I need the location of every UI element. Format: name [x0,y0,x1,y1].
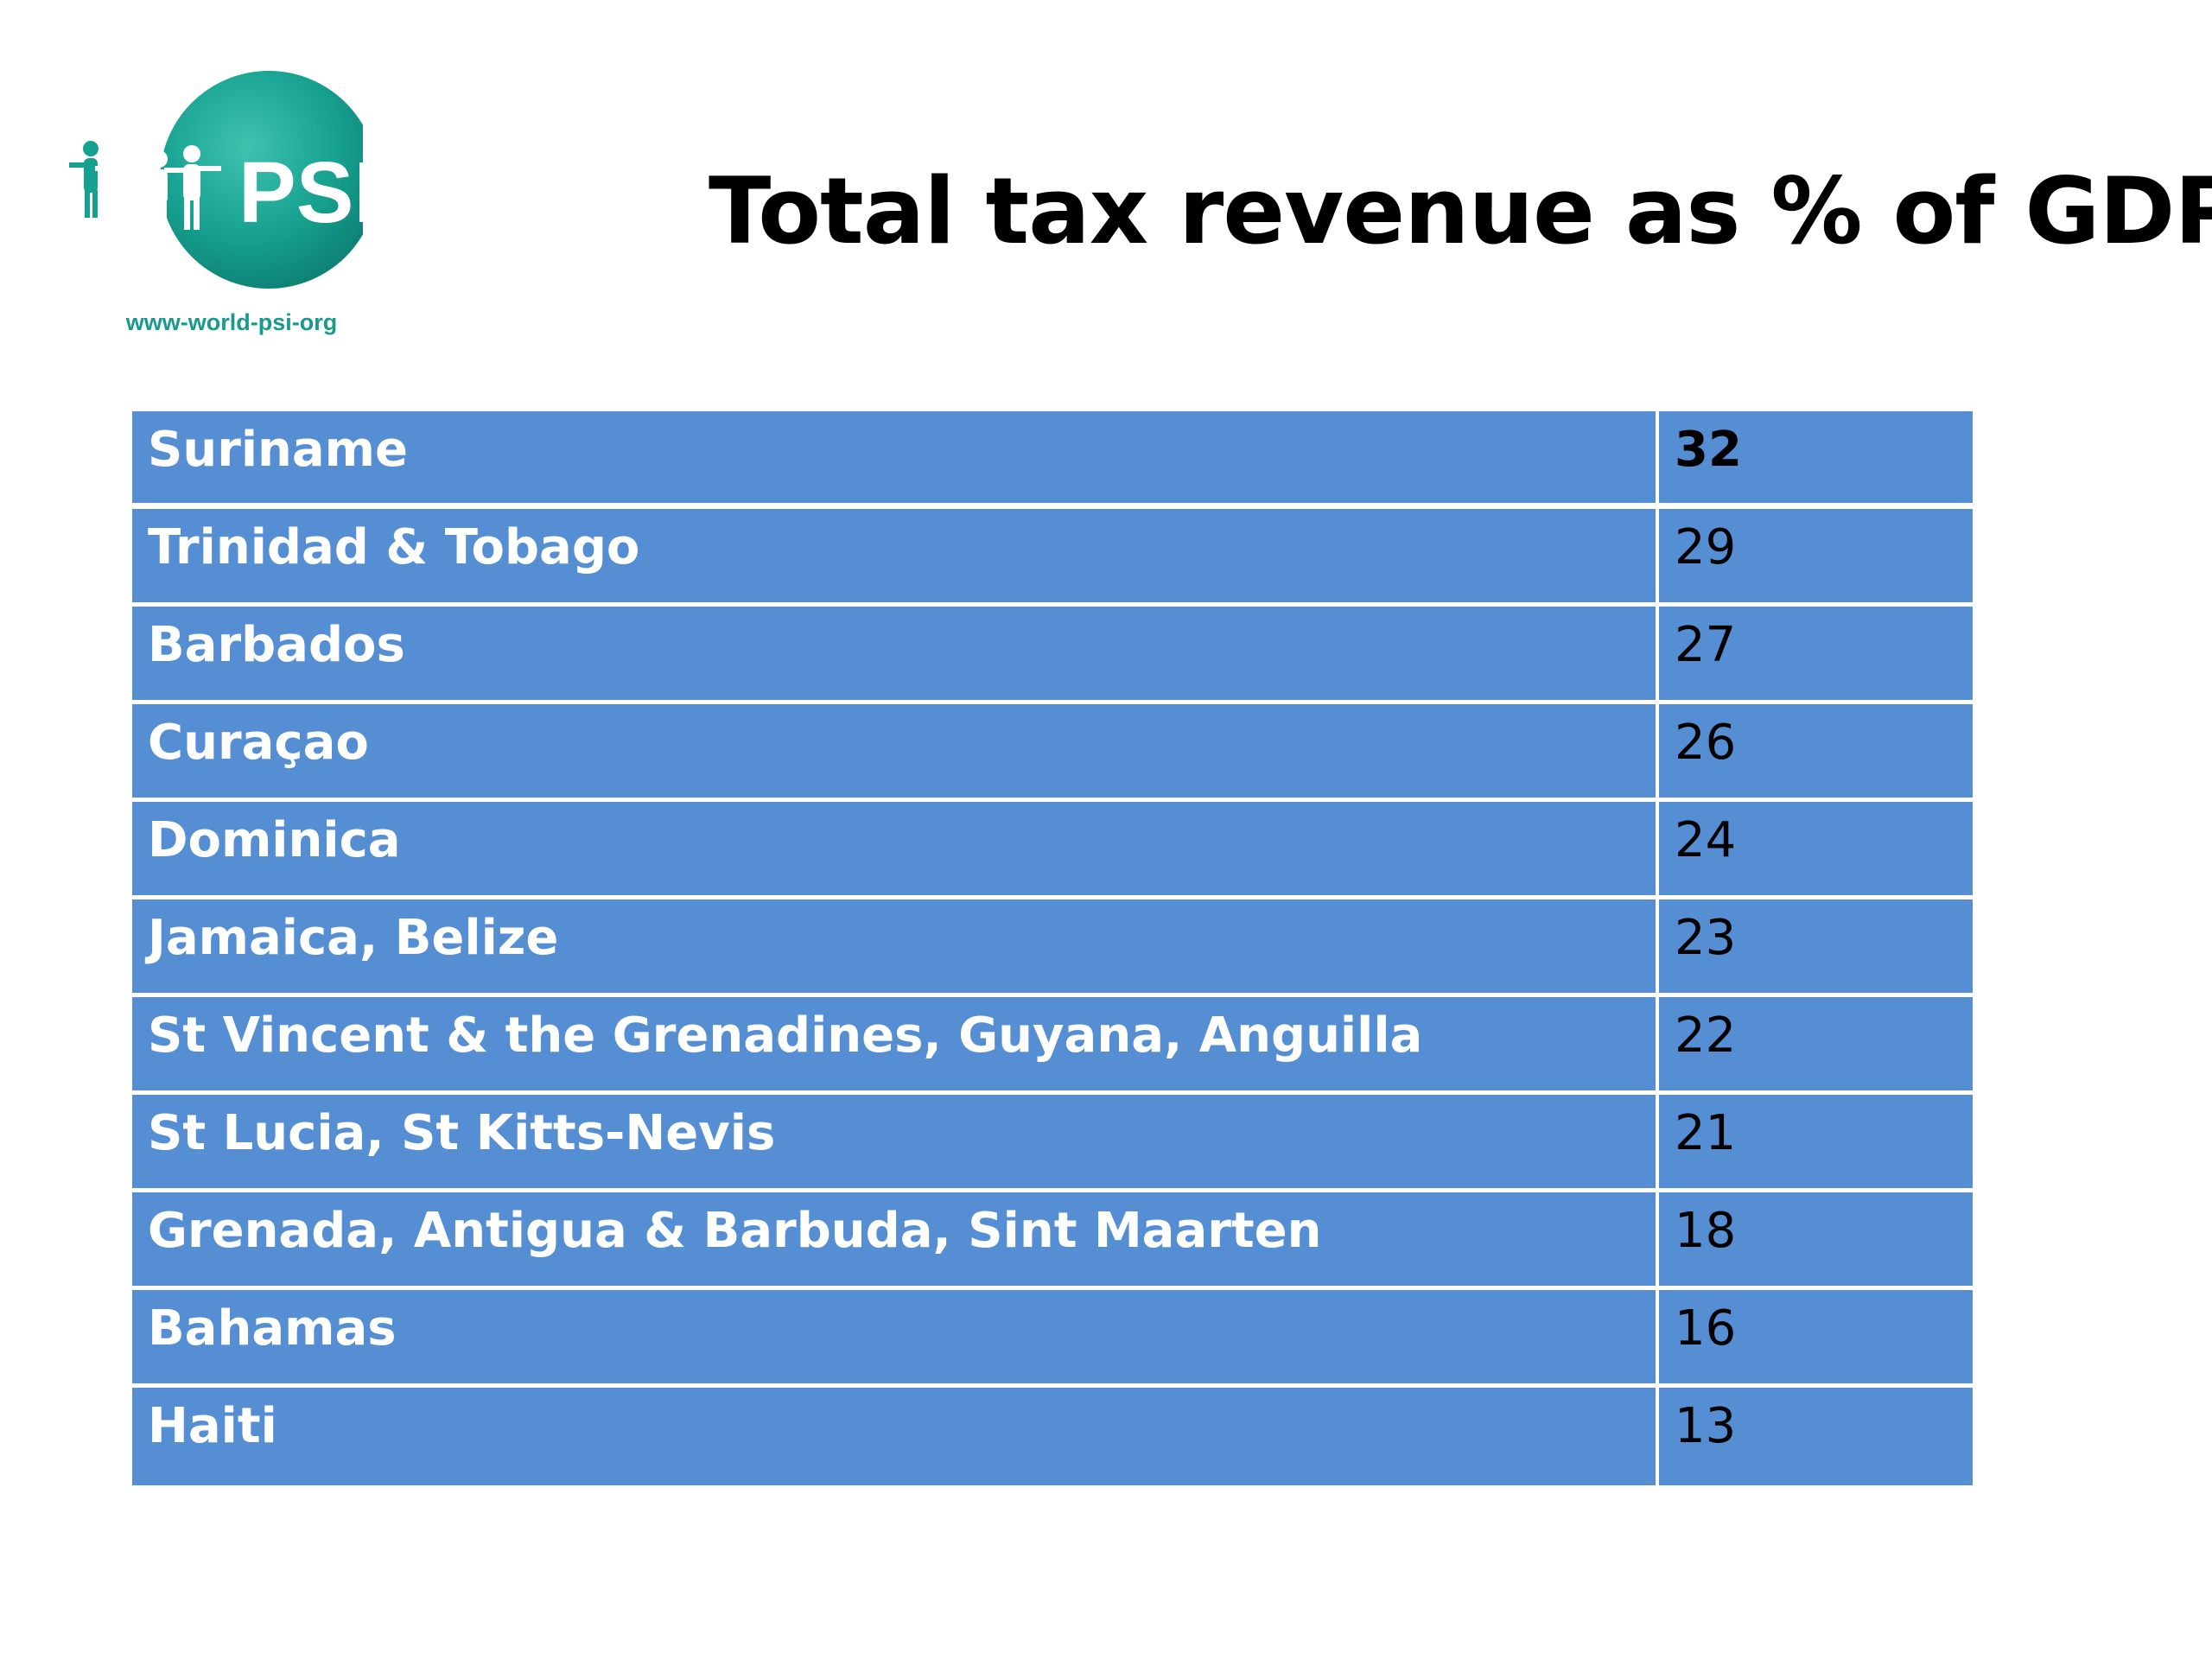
table-row: Dominica 24 [132,802,1973,899]
tax-revenue-table: Suriname 32 Trinidad & Tobago 29 Barbado… [132,411,1973,1485]
table-row: Jamaica, Belize 23 [132,899,1973,997]
country-cell: St Lucia, St Kitts-Nevis [132,1095,1659,1192]
table-row: Barbados 27 [132,607,1973,704]
country-cell: Suriname [132,411,1659,509]
value-cell: 27 [1659,607,1973,704]
value-cell: 18 [1659,1192,1973,1290]
psi-logo: PSI www-world-psi-org [69,69,363,346]
table-row: Suriname 32 [132,411,1973,509]
value-cell: 22 [1659,997,1973,1095]
country-cell: St Vincent & the Grenadines, Guyana, Ang… [132,997,1659,1095]
page-title: Total tax revenue as % of GDP [709,158,2212,264]
table-row: Trinidad & Tobago 29 [132,509,1973,607]
value-cell: 24 [1659,802,1973,899]
logo-url: www-world-psi-org [125,309,338,335]
country-cell: Trinidad & Tobago [132,509,1659,607]
country-cell: Grenada, Antigua & Barbuda, Sint Maarten [132,1192,1659,1290]
value-cell: 32 [1659,411,1973,509]
table-row: St Vincent & the Grenadines, Guyana, Ang… [132,997,1973,1095]
value-cell: 29 [1659,509,1973,607]
value-cell: 26 [1659,704,1973,802]
country-cell: Barbados [132,607,1659,704]
country-cell: Dominica [132,802,1659,899]
country-cell: Bahamas [132,1290,1659,1388]
table-row: Grenada, Antigua & Barbuda, Sint Maarten… [132,1192,1973,1290]
table-row: St Lucia, St Kitts-Nevis 21 [132,1095,1973,1192]
psi-logo-text: PSI [238,144,363,241]
value-cell: 21 [1659,1095,1973,1192]
country-cell: Haiti [132,1388,1659,1485]
table-row: Haiti 13 [132,1388,1973,1485]
value-cell: 13 [1659,1388,1973,1485]
psi-globe-icon: PSI [69,71,363,289]
table-row: Bahamas 16 [132,1290,1973,1388]
value-cell: 23 [1659,899,1973,997]
country-cell: Curaçao [132,704,1659,802]
table-row: Curaçao 26 [132,704,1973,802]
value-cell: 16 [1659,1290,1973,1388]
country-cell: Jamaica, Belize [132,899,1659,997]
